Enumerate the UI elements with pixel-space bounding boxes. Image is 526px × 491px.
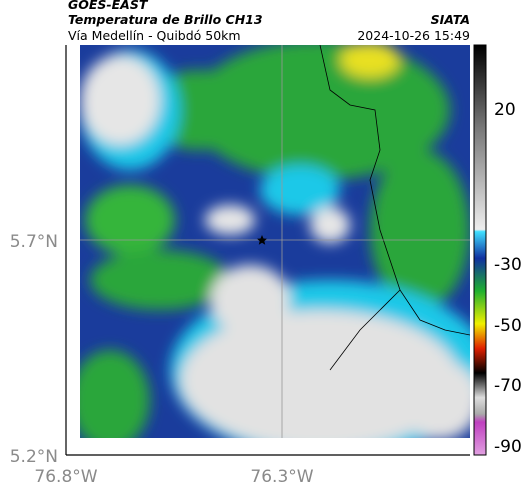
colorbar-tick: 20	[494, 100, 516, 120]
colorbar-tick: -70	[494, 376, 522, 396]
lon-label: 76.3°W	[250, 467, 313, 487]
product: Temperatura de Brillo CH13	[68, 12, 263, 27]
lat-label: 5.7°N	[10, 232, 58, 252]
lon-label: 76.8°W	[34, 467, 97, 487]
timestamp: 2024-10-26 15:49	[357, 28, 470, 43]
source: GOES-EAST	[68, 0, 149, 12]
colorbar-tick: -90	[494, 437, 522, 457]
satellite-image	[80, 45, 470, 438]
agency: SIATA	[431, 12, 470, 27]
lat-label: 5.2°N	[10, 447, 58, 467]
colorbar	[473, 44, 487, 456]
route: Vía Medellín - Quibdó 50km	[68, 28, 241, 43]
colorbar-tick: -30	[494, 255, 522, 275]
colorbar-tick: -50	[494, 316, 522, 336]
